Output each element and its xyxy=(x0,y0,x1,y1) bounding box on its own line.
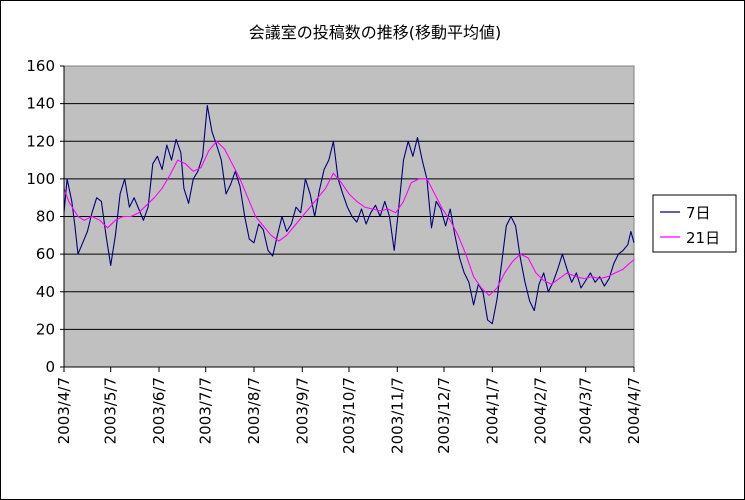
y-tick-label-60: 60 xyxy=(36,245,55,263)
x-tick-label-2: 2003/6/7 xyxy=(150,377,168,444)
x-tick-label-3: 2003/7/7 xyxy=(197,377,215,444)
x-tick-label-12: 2004/4/7 xyxy=(625,377,643,444)
x-tick-label-9: 2004/1/7 xyxy=(483,377,501,444)
x-tick-label-6: 2003/10/7 xyxy=(340,377,358,454)
legend-box xyxy=(652,194,737,253)
series-line-1 xyxy=(63,140,635,297)
x-tick-label-7: 2003/11/7 xyxy=(388,377,406,454)
y-tick-label-100: 100 xyxy=(26,170,55,188)
y-tick-label-80: 80 xyxy=(36,208,55,226)
x-tick-label-10: 2004/2/7 xyxy=(532,377,550,444)
legend-label-7day: 7日 xyxy=(686,204,711,222)
y-tick-label-40: 40 xyxy=(36,283,55,301)
series-group xyxy=(63,104,635,325)
y-tick-label-120: 120 xyxy=(26,132,55,150)
legend: 7日 21日 xyxy=(652,194,737,253)
y-tick-label-140: 140 xyxy=(26,95,55,113)
y-axis: 0 20 40 60 80 100 120 140 160 xyxy=(26,57,64,376)
x-tick-label-11: 2004/3/7 xyxy=(577,377,595,444)
x-tick-label-0: 2003/4/7 xyxy=(55,377,73,444)
x-tick-label-1: 2003/5/7 xyxy=(102,377,120,444)
x-tick-label-4: 2003/8/7 xyxy=(245,377,263,444)
y-tick-label-160: 160 xyxy=(26,57,55,75)
y-tick-label-0: 0 xyxy=(45,358,55,376)
x-tick-label-8: 2003/12/7 xyxy=(435,377,453,454)
chart-title: 会議室の投稿数の推移(移動平均値) xyxy=(249,23,502,42)
gridlines xyxy=(64,103,634,330)
series-line-0 xyxy=(63,104,635,325)
x-tick-label-5: 2003/9/7 xyxy=(293,377,311,444)
x-axis: 2003/4/7 2003/5/7 2003/6/7 2003/7/7 2003/8/7… xyxy=(55,367,643,454)
legend-label-21day: 21日 xyxy=(686,229,720,247)
y-tick-label-20: 20 xyxy=(36,320,55,338)
